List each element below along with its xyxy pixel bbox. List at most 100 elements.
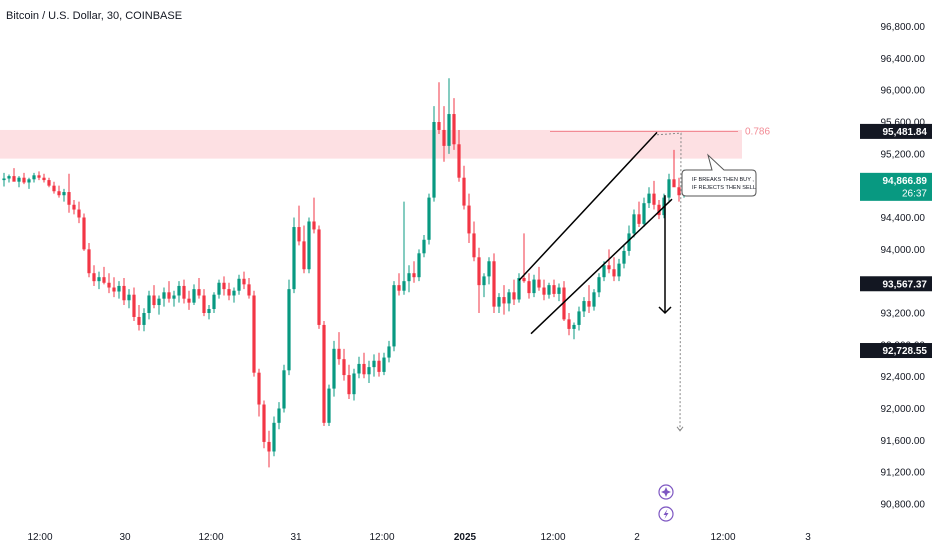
sparkle-icon[interactable] (658, 484, 674, 500)
sparkle-icon-glyph (661, 487, 671, 497)
candle (107, 273, 111, 294)
candle-body (442, 129, 446, 146)
candle-body (227, 289, 231, 296)
candle (102, 266, 106, 285)
candle (452, 98, 456, 150)
candle-body (7, 176, 11, 179)
candle-body (602, 265, 606, 278)
candle (7, 174, 11, 183)
candle-body (547, 285, 551, 295)
candle-body (497, 297, 501, 307)
note-line-2: IF REJECTS THEN SELL (692, 185, 756, 191)
current-price-badge-countdown: 26:37 (902, 188, 927, 199)
candle-body (617, 263, 621, 277)
candle (62, 188, 66, 202)
candle (237, 274, 241, 295)
current-price-badge-text: 94,866.89 (883, 176, 928, 187)
candle-body (412, 273, 416, 278)
time-tick-label: 3 (805, 532, 811, 543)
candle-body (242, 278, 246, 285)
candle (222, 276, 226, 296)
sell-projection-arrowhead (658, 306, 672, 315)
time-tick-label: 12:00 (710, 532, 735, 543)
candle (22, 172, 26, 185)
price-tick-label: 94,000.00 (881, 245, 926, 256)
candle-body (552, 285, 556, 294)
candle (77, 201, 81, 224)
candle-body (127, 294, 131, 301)
candle-body (217, 282, 221, 295)
candle-body (32, 175, 36, 180)
candle (367, 360, 371, 384)
candle (357, 356, 361, 379)
candle-body (287, 289, 291, 371)
candle (587, 285, 591, 313)
candle-body (567, 319, 571, 329)
level-mid-badge-bg (860, 276, 932, 292)
candle (337, 332, 341, 365)
candle (307, 217, 311, 274)
candle-body (367, 367, 371, 375)
candle (437, 82, 441, 134)
candle (172, 290, 176, 307)
candle (642, 197, 646, 228)
candle-body (422, 239, 426, 254)
candle-body (47, 180, 51, 186)
candle (157, 295, 161, 315)
candle-body (272, 422, 276, 452)
candle (207, 305, 211, 320)
candle (457, 129, 461, 182)
candle (127, 289, 131, 309)
candle (27, 177, 31, 189)
candle-body (342, 359, 346, 376)
candle (197, 277, 201, 299)
lightning-icon[interactable] (658, 506, 674, 522)
candle-body (467, 205, 471, 234)
candle-body (657, 204, 661, 216)
candle-body (587, 301, 591, 307)
candle (592, 289, 596, 311)
candle (87, 242, 91, 278)
level-low-badge-text: 92,728.55 (883, 346, 928, 357)
candle-body (302, 241, 306, 270)
candle (667, 173, 671, 202)
candle (552, 279, 556, 298)
candle (187, 290, 191, 310)
candle-body (347, 375, 351, 395)
price-tick-label: 95,200.00 (881, 149, 926, 160)
candle (282, 364, 286, 413)
candle (432, 106, 436, 202)
candle-body (232, 290, 236, 296)
candle-body (167, 292, 171, 299)
candle (202, 289, 206, 317)
candle-body (202, 295, 206, 313)
candle (92, 265, 96, 286)
price-tick-label: 90,800.00 (881, 500, 926, 511)
candle-body (187, 298, 191, 303)
candle-body (17, 177, 21, 182)
candle-body (637, 214, 641, 224)
candle-body (472, 233, 476, 258)
candle (312, 197, 316, 234)
candle-body (647, 193, 651, 204)
price-tick-label: 95,600.00 (881, 118, 926, 129)
candle-body (212, 294, 216, 310)
price-tick-label: 92,400.00 (881, 372, 926, 383)
candle (217, 279, 221, 299)
level-mid-badge: 93,567.37 (860, 276, 932, 292)
time-tick-label: 30 (119, 532, 131, 543)
price-tick-label: 94,400.00 (881, 213, 926, 224)
candle (657, 199, 661, 220)
candle (537, 266, 541, 291)
candle (492, 253, 496, 313)
candle (372, 354, 376, 377)
candle (12, 168, 16, 182)
candle (597, 273, 601, 298)
candle-body (122, 285, 126, 301)
candle (577, 306, 581, 331)
candle-body (252, 295, 256, 373)
candle (272, 416, 276, 457)
price-tick-label: 91,200.00 (881, 468, 926, 479)
